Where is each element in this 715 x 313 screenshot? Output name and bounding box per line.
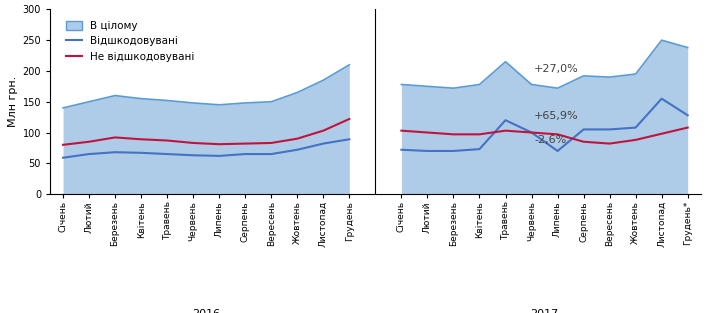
- Text: -2,6%: -2,6%: [534, 135, 566, 145]
- Text: +65,9%: +65,9%: [534, 111, 578, 121]
- Text: +27,0%: +27,0%: [534, 64, 579, 74]
- Legend: В цілому, Відшкодовувані, Не відшкодовувані: В цілому, Відшкодовувані, Не відшкодовув…: [61, 17, 199, 66]
- Text: 2016: 2016: [192, 309, 220, 313]
- Y-axis label: Млн грн.: Млн грн.: [9, 76, 18, 127]
- Text: 2017: 2017: [531, 309, 558, 313]
